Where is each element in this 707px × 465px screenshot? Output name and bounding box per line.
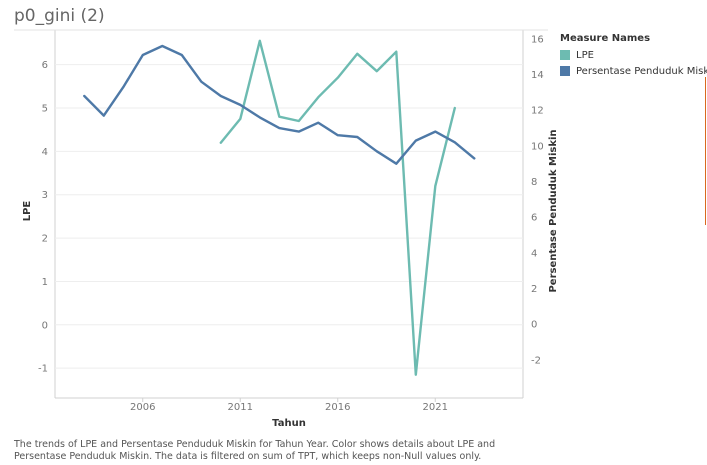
y-right-tick-label: 6 <box>531 213 537 224</box>
y-right-tick-label: 4 <box>531 248 537 259</box>
y-left-tick-label: 6 <box>42 60 48 71</box>
y-right-tick-label: 12 <box>531 106 544 117</box>
y-right-tick-label: 16 <box>531 34 544 45</box>
x-tick-label: 2011 <box>228 402 253 413</box>
y-left-tick-label: 5 <box>42 104 48 115</box>
legend-item-lpe[interactable]: LPE <box>560 47 707 63</box>
legend-swatch-lpe <box>560 50 570 60</box>
y-left-tick-label: 3 <box>42 190 48 201</box>
chart-title: p0_gini (2) <box>14 6 105 26</box>
legend-title: Measure Names <box>560 33 651 44</box>
y-right-tick-label: -2 <box>531 355 541 366</box>
y-right-tick-label: 14 <box>531 70 544 81</box>
y-left-axis-title: LPE <box>22 201 33 222</box>
x-tick-label: 2006 <box>130 402 155 413</box>
legend-swatch-persentase <box>560 66 570 76</box>
y-right-tick-label: 10 <box>531 141 544 152</box>
legend-item-persentase[interactable]: Persentase Penduduk Miski <box>560 63 707 79</box>
y-left-tick-label: -1 <box>38 364 48 375</box>
y-left-tick-label: 1 <box>42 277 48 288</box>
legend-label-persentase: Persentase Penduduk Miski <box>576 65 707 77</box>
y-right-tick-label: 2 <box>531 284 537 295</box>
series-line-lpe <box>219 39 456 376</box>
y-right-tick-label: 8 <box>531 177 537 188</box>
x-tick-label: 2021 <box>423 402 448 413</box>
x-tick-label: 2016 <box>325 402 350 413</box>
chart-caption: The trends of LPE and Persentase Pendudu… <box>14 439 496 462</box>
y-left-tick-label: 2 <box>42 234 48 245</box>
legend-label-lpe: LPE <box>576 49 594 61</box>
y-left-tick-label: 0 <box>42 320 48 331</box>
y-left-tick-label: 4 <box>42 147 48 158</box>
legend: Measure Names LPE Persentase Penduduk Mi… <box>560 33 707 79</box>
series-line-persentase <box>83 44 476 165</box>
y-right-axis-title: Persentase Penduduk Miskin <box>548 129 559 292</box>
panel-divider <box>705 77 706 225</box>
x-axis-title: Tahun <box>272 418 306 429</box>
y-right-tick-label: 0 <box>531 320 537 331</box>
